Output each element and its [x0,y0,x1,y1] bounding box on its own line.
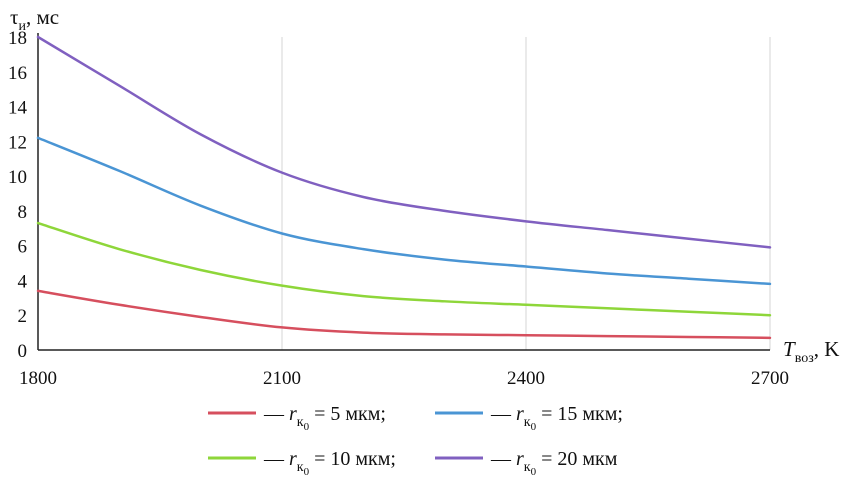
legend-entry-1: — rк0 = 5 мкм; [263,403,386,433]
y-tick-label: 0 [18,341,28,362]
legend-entry-2: — rк0 = 10 мкм; [263,448,396,478]
y-tick-label: 18 [8,28,27,49]
legend-entry-4: — rк0 = 20 мкм [490,448,618,478]
y-tick-labels: 0 2 4 6 8 10 12 14 16 18 [8,28,28,362]
x-tick-labels: 1800 2100 2400 2700 [19,368,789,389]
axes [37,33,770,351]
grid [37,37,771,350]
x-tick-label: 1800 [19,368,57,389]
y-tick-label: 10 [8,167,27,188]
y-tick-label: 16 [8,63,27,84]
x-tick-label: 2100 [263,368,301,389]
y-tick-label: 12 [8,132,27,153]
y-tick-label: 2 [18,306,28,327]
legend-entry-3: — rк0 = 15 мкм; [490,403,623,433]
x-axis-label: Tвоз, K [783,337,839,366]
series-lines [36,35,772,340]
y-axis-label: τи, мс [10,5,59,34]
series-line-1 [36,289,772,340]
x-tick-label: 2700 [751,368,789,389]
series-line-4 [36,35,772,249]
x-tick-label: 2400 [507,368,545,389]
legend: — rк0 = 5 мкм; — rк0 = 10 мкм; — rк0 = 15 … [208,403,623,478]
y-tick-label: 14 [8,98,28,119]
y-tick-label: 8 [18,202,28,223]
y-tick-label: 4 [18,271,28,292]
y-tick-label: 6 [18,237,28,258]
series-line-2 [36,221,772,317]
series-line-3 [36,136,772,286]
